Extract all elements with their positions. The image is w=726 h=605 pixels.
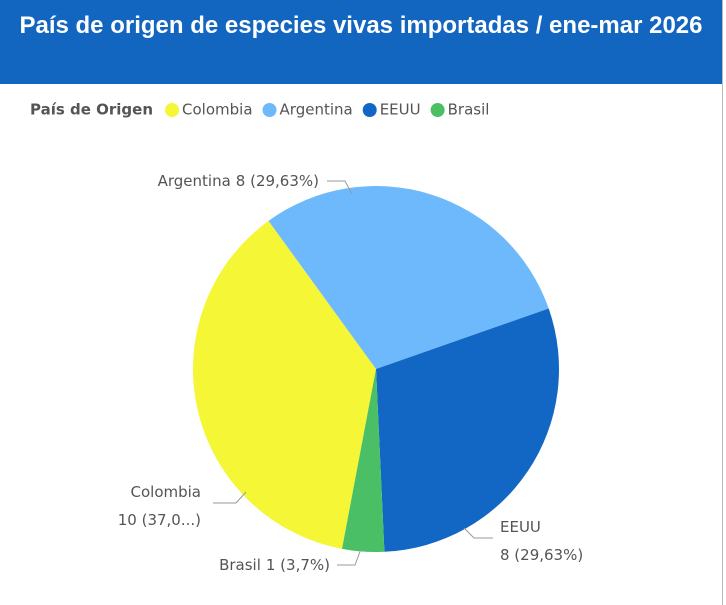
data-label-category: EEUU <box>500 518 541 536</box>
header: País de origen de especies vivas importa… <box>0 0 722 84</box>
data-label: Argentina 8 (29,63%) <box>158 172 319 190</box>
pie-slice <box>193 220 376 549</box>
data-label: Brasil 1 (3,7%) <box>219 556 330 574</box>
data-label-value: 1 (3,7%) <box>266 556 330 574</box>
pie-slice <box>376 308 559 552</box>
legend-label: Brasil <box>448 101 490 119</box>
pie-slice <box>268 186 549 369</box>
legend-marker <box>165 103 180 117</box>
data-label: Colombia 10 (37,0...) <box>118 483 201 529</box>
legend-marker <box>430 103 445 117</box>
pie-slice <box>342 369 385 552</box>
legend-label: Argentina <box>280 101 353 119</box>
data-label-category: Colombia <box>131 483 202 501</box>
legend-label: EEUU <box>380 101 421 119</box>
border <box>722 0 723 605</box>
data-label-value: 10 (37,0...) <box>118 511 201 529</box>
data-label-value: 8 (29,63%) <box>500 546 583 564</box>
leader-line <box>213 491 247 504</box>
chart-title: País de origen de especies vivas importa… <box>19 12 703 39</box>
leader-line <box>337 548 362 566</box>
legend-marker <box>362 103 377 117</box>
data-label-category: Brasil <box>219 556 261 574</box>
legend-label: Colombia <box>182 101 253 119</box>
legend-title: País de Origen <box>30 101 153 119</box>
legend-marker <box>262 103 277 117</box>
data-label: EEUU 8 (29,63%) <box>500 518 583 564</box>
data-label-category: Argentina <box>158 172 231 190</box>
data-label-value: 8 (29,63%) <box>236 172 319 190</box>
leader-line <box>327 180 353 195</box>
leader-line <box>463 527 493 539</box>
